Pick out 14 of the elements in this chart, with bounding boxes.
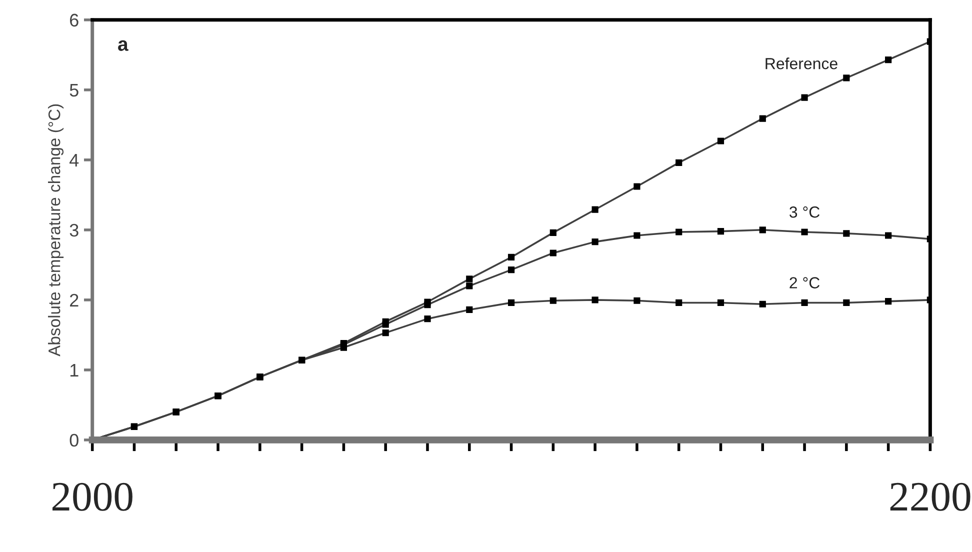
y-axis-title: Absolute temperature change (°C) (48, 104, 64, 356)
series-label: Reference (766, 58, 838, 70)
y-tick-label: 0 (70, 434, 78, 447)
y-tick-label: 4 (70, 154, 79, 166)
y-tick-label: 3 (70, 224, 78, 237)
y-tick-label: 2 (70, 294, 78, 306)
x-tick-label: 2000 (52, 482, 132, 511)
x-tick-label: 2200 (890, 482, 970, 511)
annotation: a (118, 40, 128, 51)
y-tick-label: 6 (70, 14, 78, 27)
y-tick-label: 1 (70, 364, 78, 376)
series-label: 3 °C (790, 206, 820, 218)
series-label: 2 °C (790, 277, 820, 288)
y-tick-label: 5 (70, 84, 78, 97)
